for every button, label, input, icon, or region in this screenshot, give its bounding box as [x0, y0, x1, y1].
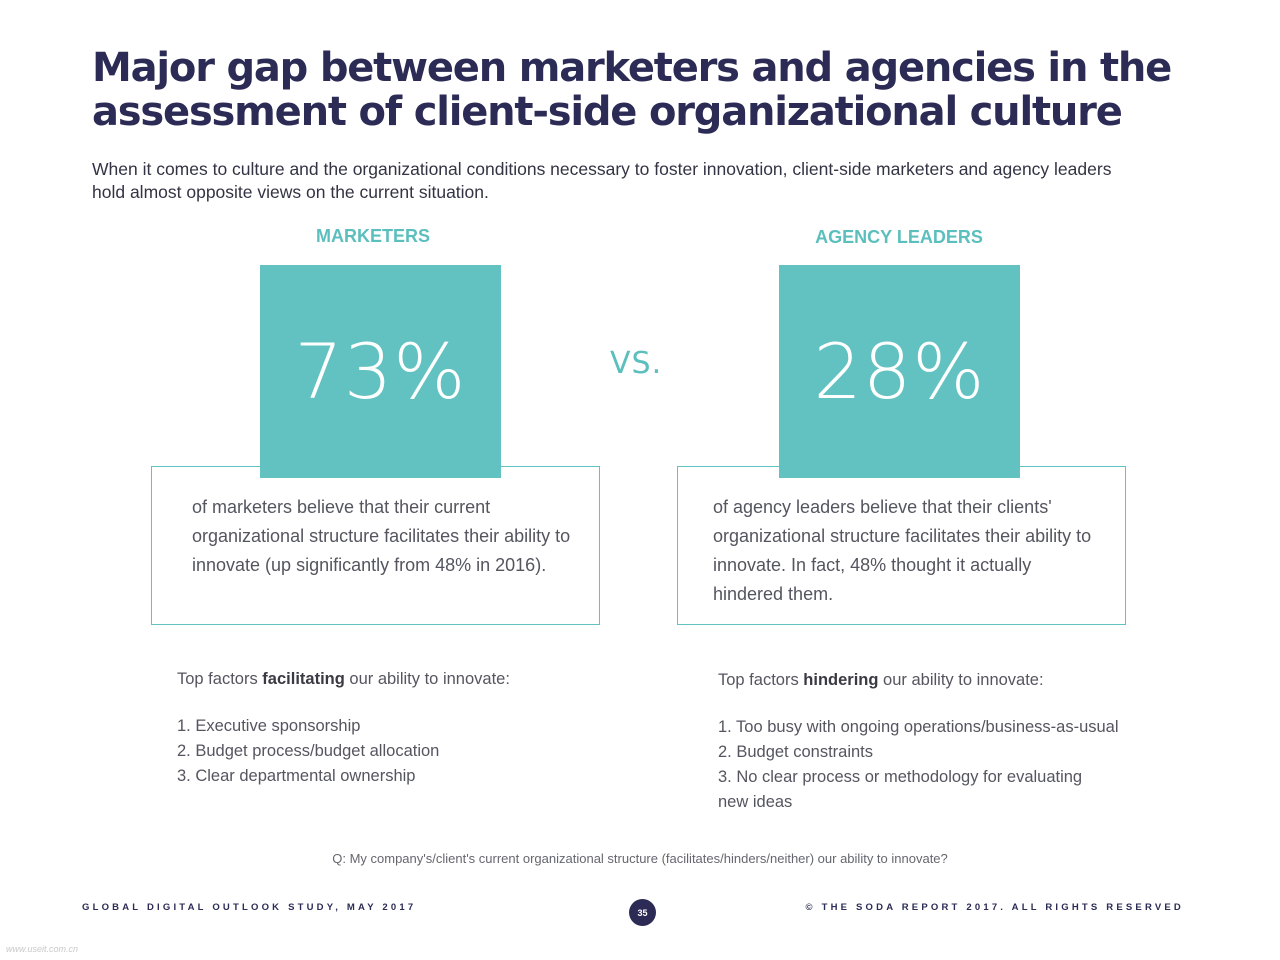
list-item: 1. Too busy with ongoing operations/busi…: [718, 718, 1119, 736]
factors-prefix: Top factors: [177, 670, 263, 688]
list-item: 3. Clear departmental ownership: [177, 767, 416, 785]
agency-factors-title: Top factors hindering our ability to inn…: [718, 671, 1044, 690]
marketers-description: of marketers believe that their current …: [192, 497, 571, 575]
list-item: 3. No clear process or methodology for e…: [718, 768, 1083, 786]
agency-factors-list: 1. Too busy with ongoing operations/busi…: [718, 715, 1119, 815]
survey-question: Q: My company's/client's current organiz…: [332, 851, 948, 866]
marketers-heading: MARKETERS: [315, 226, 430, 246]
marketers-stat: 73%: [260, 265, 501, 478]
footer-copyright: © THE SODA REPORT 2017. ALL RIGHTS RESER…: [805, 902, 1184, 913]
agency-stat: 28%: [779, 265, 1020, 478]
list-item: 2. Budget constraints: [718, 743, 874, 761]
vs-label: VS.: [610, 346, 663, 381]
list-item: 2. Budget process/budget allocation: [177, 742, 440, 760]
footer-study-name: GLOBAL DIGITAL OUTLOOK STUDY, MAY 2017: [82, 902, 417, 913]
agency-heading: AGENCY LEADERS: [815, 227, 983, 247]
watermark: www.useit.com.cn: [6, 944, 79, 954]
list-item: new ideas: [718, 793, 793, 811]
factors-prefix: Top factors: [718, 671, 804, 689]
factors-keyword: facilitating: [262, 670, 345, 688]
marketers-factors-title: Top factors facilitating our ability to …: [177, 670, 510, 689]
factors-keyword: hindering: [803, 671, 879, 689]
marketers-description-box: of marketers believe that their current …: [151, 466, 600, 625]
intro-paragraph: When it comes to culture and the organiz…: [92, 159, 1112, 202]
title-line-1: Major gap between marketers and agencies…: [92, 45, 1172, 91]
agency-description: of agency leaders believe that their cli…: [713, 497, 1092, 604]
agency-description-box: of agency leaders believe that their cli…: [677, 466, 1126, 625]
list-item: 1. Executive sponsorship: [177, 717, 361, 735]
page-title: Major gap between marketers and agencies…: [92, 46, 1212, 134]
marketers-factors-list: 1. Executive sponsorship 2. Budget proce…: [177, 714, 439, 789]
page-number: 35: [629, 899, 656, 926]
factors-suffix: our ability to innovate:: [344, 670, 510, 688]
title-line-2: assessment of client-side organizational…: [92, 89, 1123, 135]
factors-suffix: our ability to innovate:: [878, 671, 1044, 689]
